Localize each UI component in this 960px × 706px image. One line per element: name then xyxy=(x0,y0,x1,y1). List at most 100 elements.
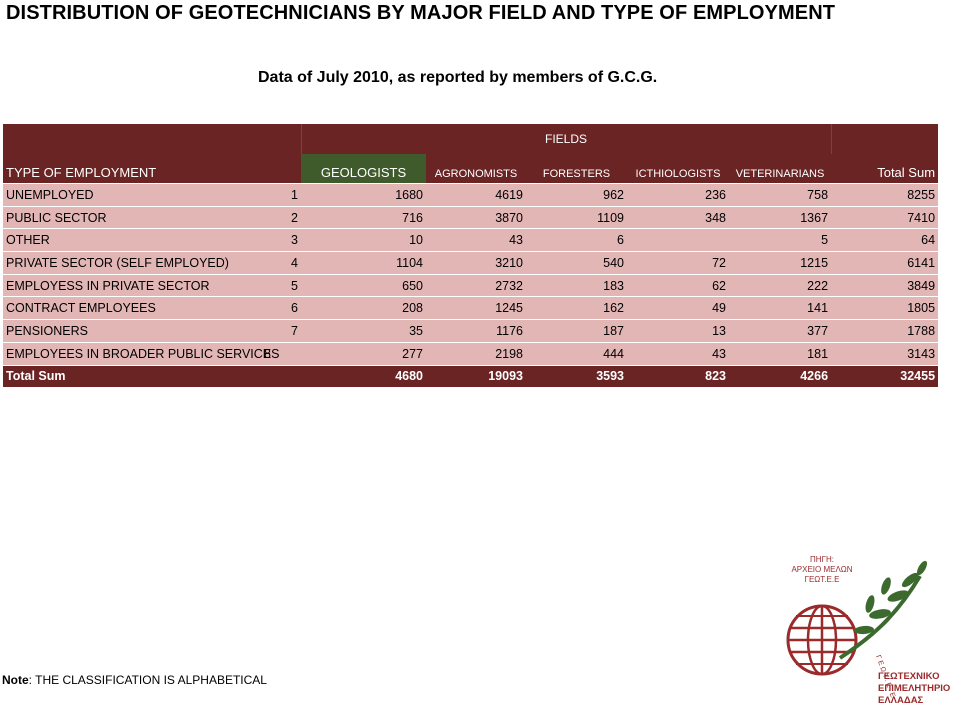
cell-agronomists: 2732 xyxy=(426,273,526,297)
logo-source-line-2: ΑΡΧΕΙΟ ΜΕΛΩΝ xyxy=(791,565,852,574)
cell-agronomists: 3870 xyxy=(426,205,526,229)
cell-veterinarians: 141 xyxy=(729,296,832,320)
cell-veterinarians: 222 xyxy=(729,273,832,297)
cell-total: 64 xyxy=(831,228,939,252)
cell-geologists: 716 xyxy=(301,205,426,229)
row-category: EMPLOYESS IN PRIVATE SECTOR xyxy=(3,273,264,297)
cell-total: 6141 xyxy=(831,251,939,275)
cell-geologists: 35 xyxy=(301,319,426,343)
cell-veterinarians: 1367 xyxy=(729,205,832,229)
cell-icthiologists: 236 xyxy=(627,183,729,207)
note-label: Note xyxy=(2,673,29,687)
fields-header-blank-right xyxy=(831,124,939,154)
cell-agronomists: 1176 xyxy=(426,319,526,343)
row-category: PUBLIC SECTOR xyxy=(3,205,264,229)
total-agronomists: 19093 xyxy=(426,364,526,388)
cell-veterinarians: 5 xyxy=(729,228,832,252)
total-geologists: 4680 xyxy=(301,364,426,388)
note-text: : THE CLASSIFICATION IS ALPHABETICAL xyxy=(28,673,267,687)
cell-total: 1788 xyxy=(831,319,939,343)
row-number: 6 xyxy=(264,296,301,320)
page-title: DISTRIBUTION OF GEOTECHNICIANS BY MAJOR … xyxy=(6,2,836,24)
table-row: PUBLIC SECTOR 2 716 3870 1109 348 1367 7… xyxy=(3,205,939,229)
column-header-geologists: GEOLOGISTS xyxy=(301,154,426,184)
cell-foresters: 444 xyxy=(526,341,627,365)
fields-header: FIELDS xyxy=(300,124,832,154)
cell-agronomists: 2198 xyxy=(426,341,526,365)
total-row-blank xyxy=(264,364,301,388)
cell-veterinarians: 758 xyxy=(729,183,832,207)
logo-name-line-1: ΓΕΩΤΕΧΝΙΚΟ xyxy=(878,671,939,682)
cell-geologists: 208 xyxy=(301,296,426,320)
cell-total: 1805 xyxy=(831,296,939,320)
logo-source-line-3: ΓΕΩΤ.Ε.Ε xyxy=(805,575,840,584)
column-header-total-sum: Total Sum xyxy=(831,154,939,184)
page-subtitle: Data of July 2010, as reported by member… xyxy=(258,69,658,86)
table-row: PENSIONERS 7 35 1176 187 13 377 1788 xyxy=(3,319,939,343)
cell-icthiologists: 72 xyxy=(627,251,729,275)
total-row-label: Total Sum xyxy=(3,364,264,388)
column-header-icthiologists: ICTHIOLOGISTS xyxy=(627,154,729,184)
cell-veterinarians: 377 xyxy=(729,319,832,343)
cell-icthiologists: 49 xyxy=(627,296,729,320)
row-number: 1 xyxy=(264,183,301,207)
cell-foresters: 540 xyxy=(526,251,627,275)
total-sum-row: Total Sum 4680 19093 3593 823 4266 32455 xyxy=(3,364,939,388)
table-row: EMPLOYESS IN PRIVATE SECTOR 5 650 2732 1… xyxy=(3,273,939,297)
cell-veterinarians: 181 xyxy=(729,341,832,365)
cell-geologists: 1680 xyxy=(301,183,426,207)
row-category: EMPLOYEES IN BROADER PUBLIC SERVICES xyxy=(3,341,279,365)
table-row: OTHER 3 10 43 6 5 64 xyxy=(3,228,939,252)
cell-icthiologists: 43 xyxy=(627,341,729,365)
column-header-row: TYPE OF EMPLOYMENT GEOLOGISTS AGRONOMIST… xyxy=(3,154,939,184)
column-header-agronomists: AGRONOMISTS xyxy=(426,154,526,184)
cell-agronomists: 3210 xyxy=(426,251,526,275)
cell-total: 8255 xyxy=(831,183,939,207)
cell-total: 3143 xyxy=(831,341,939,365)
cell-icthiologists: 13 xyxy=(627,319,729,343)
fields-header-row: FIELDS xyxy=(3,124,939,154)
type-of-employment-header: TYPE OF EMPLOYMENT xyxy=(3,154,301,184)
total-foresters: 3593 xyxy=(526,364,627,388)
cell-geologists: 10 xyxy=(301,228,426,252)
row-category: PRIVATE SECTOR (SELF EMPLOYED) xyxy=(3,251,264,275)
logo-name-line-3: ΕΛΛΑΔΑΣ xyxy=(878,695,924,706)
fields-header-blank xyxy=(3,124,301,154)
cell-geologists: 277 xyxy=(301,341,426,365)
row-category: UNEMPLOYED xyxy=(3,183,264,207)
geotee-logo: ΠΗΓΗ: ΑΡΧΕΙΟ ΜΕΛΩΝ ΓΕΩΤ.Ε.Ε Γ Ε Ω Τ . Ε … xyxy=(786,555,950,706)
table-row: UNEMPLOYED 1 1680 4619 962 236 758 8255 xyxy=(3,183,939,207)
total-grand: 32455 xyxy=(831,364,939,388)
table-row: EMPLOYEES IN BROADER PUBLIC SERVICES 8 2… xyxy=(3,341,939,365)
logo-globe xyxy=(786,604,858,676)
row-number: 4 xyxy=(264,251,301,275)
table-row: CONTRACT EMPLOYEES 6 208 1245 162 49 141… xyxy=(3,296,939,320)
logo-source-line-1: ΠΗΓΗ: xyxy=(810,555,834,564)
row-category: PENSIONERS xyxy=(3,319,264,343)
cell-foresters: 162 xyxy=(526,296,627,320)
distribution-table: FIELDS TYPE OF EMPLOYMENT GEOLOGISTS AGR… xyxy=(3,124,939,388)
cell-geologists: 1104 xyxy=(301,251,426,275)
cell-icthiologists: 348 xyxy=(627,205,729,229)
logo-olive-branch xyxy=(838,560,928,660)
cell-foresters: 187 xyxy=(526,319,627,343)
row-number: 5 xyxy=(264,273,301,297)
total-icthiologists: 823 xyxy=(627,364,729,388)
row-number: 7 xyxy=(264,319,301,343)
cell-icthiologists xyxy=(627,228,729,252)
cell-foresters: 1109 xyxy=(526,205,627,229)
row-number: 3 xyxy=(264,228,301,252)
row-number: 8 xyxy=(264,341,301,365)
cell-agronomists: 43 xyxy=(426,228,526,252)
logo-name-line-2: ΕΠΙΜΕΛΗΤΗΡΙΟ xyxy=(878,683,950,694)
cell-veterinarians: 1215 xyxy=(729,251,832,275)
cell-total: 3849 xyxy=(831,273,939,297)
column-header-foresters: FORESTERS xyxy=(526,154,627,184)
row-number: 2 xyxy=(264,205,301,229)
cell-agronomists: 4619 xyxy=(426,183,526,207)
table-row: PRIVATE SECTOR (SELF EMPLOYED) 4 1104 32… xyxy=(3,251,939,275)
cell-total: 7410 xyxy=(831,205,939,229)
cell-foresters: 6 xyxy=(526,228,627,252)
cell-foresters: 183 xyxy=(526,273,627,297)
total-veterinarians: 4266 xyxy=(729,364,832,388)
